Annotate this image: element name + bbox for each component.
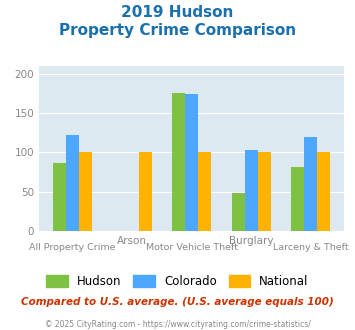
Bar (139, 152, 152, 231)
Bar (317, 152, 331, 231)
Text: Motor Vehicle Theft: Motor Vehicle Theft (146, 243, 238, 251)
Bar (198, 152, 211, 231)
Legend: Hudson, Colorado, National: Hudson, Colorado, National (42, 270, 313, 292)
Text: Compared to U.S. average. (U.S. average equals 100): Compared to U.S. average. (U.S. average … (21, 297, 334, 307)
Bar (66, 135, 79, 231)
Text: 2019 Hudson: 2019 Hudson (121, 5, 234, 20)
Text: Property Crime Comparison: Property Crime Comparison (59, 23, 296, 38)
Bar (185, 94, 198, 231)
Bar (53, 163, 66, 231)
Bar (304, 137, 317, 231)
Bar (172, 93, 185, 231)
Bar (291, 167, 304, 231)
Bar (231, 192, 245, 231)
Bar (245, 150, 258, 231)
Text: Larceny & Theft: Larceny & Theft (273, 243, 349, 251)
Bar (79, 152, 92, 231)
Text: © 2025 CityRating.com - https://www.cityrating.com/crime-statistics/: © 2025 CityRating.com - https://www.city… (45, 320, 310, 329)
Bar (258, 152, 271, 231)
Text: All Property Crime: All Property Crime (29, 243, 116, 251)
